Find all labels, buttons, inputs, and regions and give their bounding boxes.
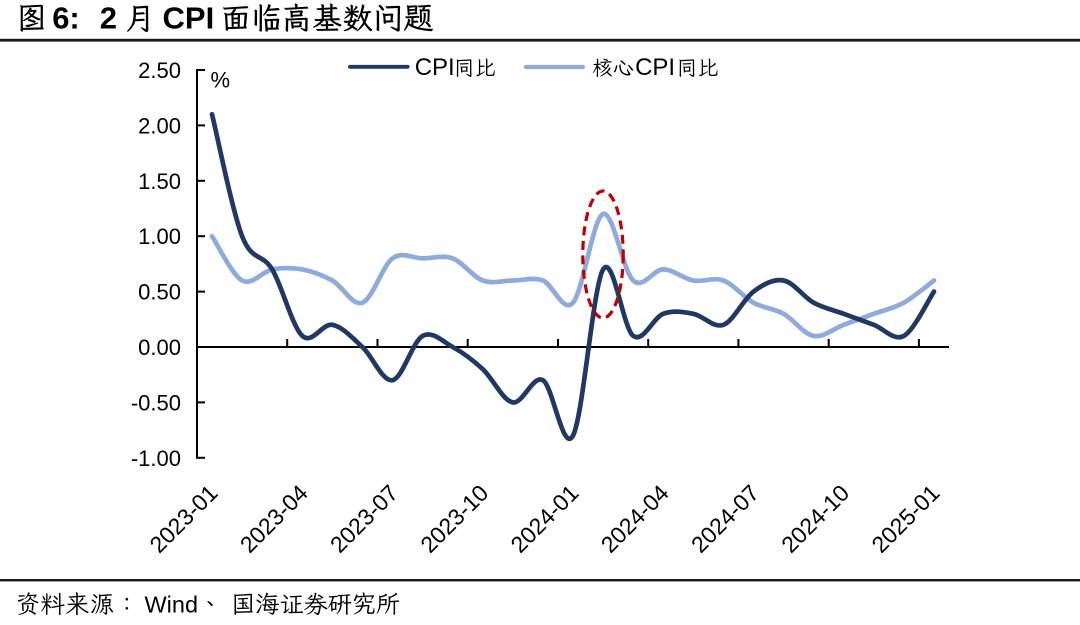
svg-text:%: %: [211, 68, 231, 93]
svg-text:0.00: 0.00: [138, 335, 181, 360]
svg-text:0.50: 0.50: [138, 280, 181, 305]
svg-text:CPI: CPI: [635, 54, 675, 81]
svg-text:-1.00: -1.00: [131, 446, 181, 471]
svg-text:CPI: CPI: [163, 0, 215, 35]
svg-text:2: 2: [100, 0, 117, 35]
svg-text:-0.50: -0.50: [131, 390, 181, 415]
svg-text:2.50: 2.50: [138, 58, 181, 83]
svg-text:2.00: 2.00: [138, 113, 181, 138]
svg-text:Wind: Wind: [145, 592, 199, 618]
svg-text:6:: 6:: [52, 0, 80, 35]
svg-text:1.50: 1.50: [138, 169, 181, 194]
svg-text:CPI: CPI: [415, 54, 455, 81]
svg-text:1.00: 1.00: [138, 224, 181, 249]
